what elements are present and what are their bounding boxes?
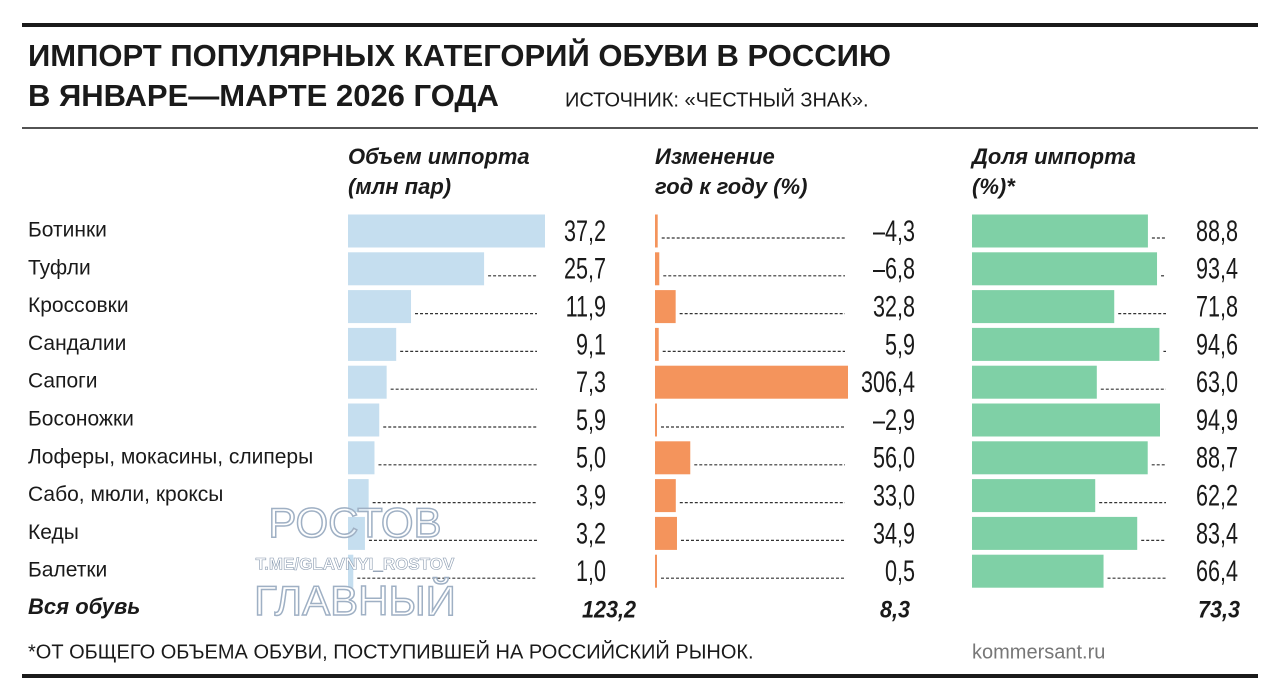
bar [348, 290, 412, 324]
bar [348, 516, 365, 550]
value-label: 1,0 [576, 554, 606, 588]
value-label: 94,9 [1196, 402, 1238, 436]
value-label: 37,2 [564, 213, 606, 247]
row-label: Кроссовки [28, 294, 129, 317]
bar [972, 252, 1158, 286]
bar [348, 403, 380, 437]
value-label: 3,2 [576, 516, 606, 550]
value-label: 94,6 [1196, 327, 1238, 361]
bar [972, 554, 1104, 588]
value-label: 0,5 [885, 554, 915, 588]
bar [972, 290, 1115, 324]
bar [655, 554, 657, 588]
row-label: Туфли [28, 256, 91, 279]
bar [972, 403, 1160, 437]
title-line: ИМПОРТ ПОПУЛЯРНЫХ КАТЕГОРИЙ ОБУВИ В РОСС… [28, 37, 891, 73]
bar [655, 403, 657, 437]
row-label: Ботинки [28, 219, 107, 242]
column-header: Объем импорта [348, 144, 530, 169]
row-label: Босоножки [28, 408, 134, 431]
row-label: Сандалии [28, 332, 126, 355]
row-label: Сабо, мюли, кроксы [28, 483, 223, 506]
value-label: 25,7 [564, 251, 606, 285]
value-label: 71,8 [1196, 289, 1238, 323]
credit: kommersant.ru [972, 641, 1105, 663]
bar [348, 327, 397, 361]
bar [972, 516, 1138, 550]
bar [655, 365, 848, 399]
value-label: 11,9 [566, 289, 606, 323]
value-label: 88,7 [1196, 440, 1238, 474]
row-label: Кеды [28, 521, 79, 544]
bar [655, 516, 677, 550]
footnote: *ОТ ОБЩЕГО ОБЪЕМА ОБУВИ, ПОСТУПИВШЕЙ НА … [28, 639, 754, 663]
bar [972, 365, 1097, 399]
watermark: РОСТОВ [268, 499, 441, 546]
value-label: 5,0 [576, 440, 606, 474]
row-label: Балетки [28, 559, 107, 582]
bar [348, 365, 387, 399]
column-header: Доля импорта [970, 144, 1136, 169]
value-label: 5,9 [885, 327, 915, 361]
bar [655, 441, 691, 475]
total-value: 8,3 [880, 595, 910, 622]
value-label: 34,9 [873, 516, 915, 550]
value-label: 56,0 [873, 440, 915, 474]
total-value: 73,3 [1198, 595, 1240, 622]
value-label: 88,8 [1196, 213, 1238, 247]
bar [348, 252, 485, 286]
value-label: 306,4 [861, 365, 915, 399]
bar [655, 290, 676, 324]
value-label: 3,9 [576, 478, 606, 512]
bar [348, 554, 354, 588]
title-line: В ЯНВАРЕ—МАРТЕ 2026 ГОДА [28, 78, 499, 113]
bar [655, 252, 660, 286]
value-label: 63,0 [1196, 365, 1238, 399]
bar [972, 441, 1148, 475]
value-label: 7,3 [576, 365, 606, 399]
value-label: 9,1 [576, 327, 606, 361]
watermark: ГЛАВНЫЙ [254, 576, 456, 624]
value-label: 5,9 [576, 402, 606, 436]
value-label: 33,0 [873, 478, 915, 512]
value-label: 32,8 [873, 289, 915, 323]
bar [348, 479, 369, 513]
watermark: T.ME/GLAVNYI_ROSTOV [256, 554, 455, 573]
bar [655, 327, 659, 361]
column-header: (%)* [972, 174, 1016, 199]
bar [348, 441, 375, 475]
total-label: Вся обувь [28, 594, 140, 619]
total-value: 123,2 [582, 595, 636, 622]
column-header: год к году (%) [655, 174, 807, 199]
value-label: 83,4 [1196, 516, 1238, 550]
value-label: 93,4 [1196, 251, 1238, 285]
bar [655, 479, 676, 513]
row-label: Сапоги [28, 370, 98, 393]
value-label: –4,3 [873, 213, 915, 247]
column-header: (млн пар) [348, 174, 451, 199]
value-label: –6,8 [873, 251, 915, 285]
bar [348, 214, 545, 248]
bar [972, 327, 1160, 361]
bar [655, 214, 658, 248]
value-label: 62,2 [1196, 478, 1238, 512]
value-label: –2,9 [873, 402, 915, 436]
bar [972, 214, 1148, 248]
source: ИСТОЧНИК: «ЧЕСТНЫЙ ЗНАК». [565, 87, 869, 111]
bar [972, 479, 1096, 513]
value-label: 66,4 [1196, 554, 1238, 588]
column-header: Изменение [655, 144, 775, 169]
row-label: Лоферы, мокасины, слиперы [28, 445, 313, 468]
